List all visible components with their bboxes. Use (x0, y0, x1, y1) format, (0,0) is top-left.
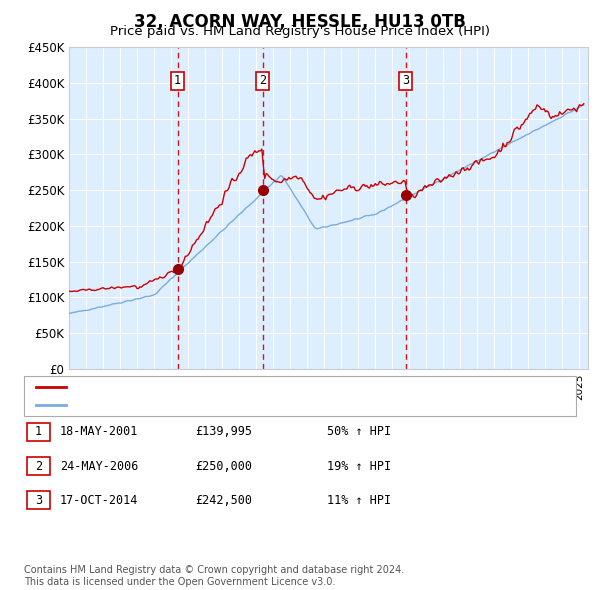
Text: 19% ↑ HPI: 19% ↑ HPI (327, 460, 391, 473)
Text: Contains HM Land Registry data © Crown copyright and database right 2024.
This d: Contains HM Land Registry data © Crown c… (24, 565, 404, 587)
Text: 50% ↑ HPI: 50% ↑ HPI (327, 425, 391, 438)
Text: £250,000: £250,000 (195, 460, 252, 473)
Text: 3: 3 (35, 494, 42, 507)
Text: 17-OCT-2014: 17-OCT-2014 (60, 494, 139, 507)
Text: 1: 1 (174, 74, 181, 87)
Text: 32, ACORN WAY, HESSLE, HU13 0TB: 32, ACORN WAY, HESSLE, HU13 0TB (134, 13, 466, 31)
Text: 32, ACORN WAY, HESSLE, HU13 0TB (detached house): 32, ACORN WAY, HESSLE, HU13 0TB (detache… (72, 382, 374, 392)
Text: £139,995: £139,995 (195, 425, 252, 438)
Text: 2: 2 (35, 460, 42, 473)
Text: 11% ↑ HPI: 11% ↑ HPI (327, 494, 391, 507)
Text: 2: 2 (259, 74, 266, 87)
Text: 18-MAY-2001: 18-MAY-2001 (60, 425, 139, 438)
Text: Price paid vs. HM Land Registry's House Price Index (HPI): Price paid vs. HM Land Registry's House … (110, 25, 490, 38)
Text: 1: 1 (35, 425, 42, 438)
Text: 3: 3 (402, 74, 409, 87)
Text: £242,500: £242,500 (195, 494, 252, 507)
Text: HPI: Average price, detached house, East Riding of Yorkshire: HPI: Average price, detached house, East… (72, 399, 409, 409)
Text: 24-MAY-2006: 24-MAY-2006 (60, 460, 139, 473)
